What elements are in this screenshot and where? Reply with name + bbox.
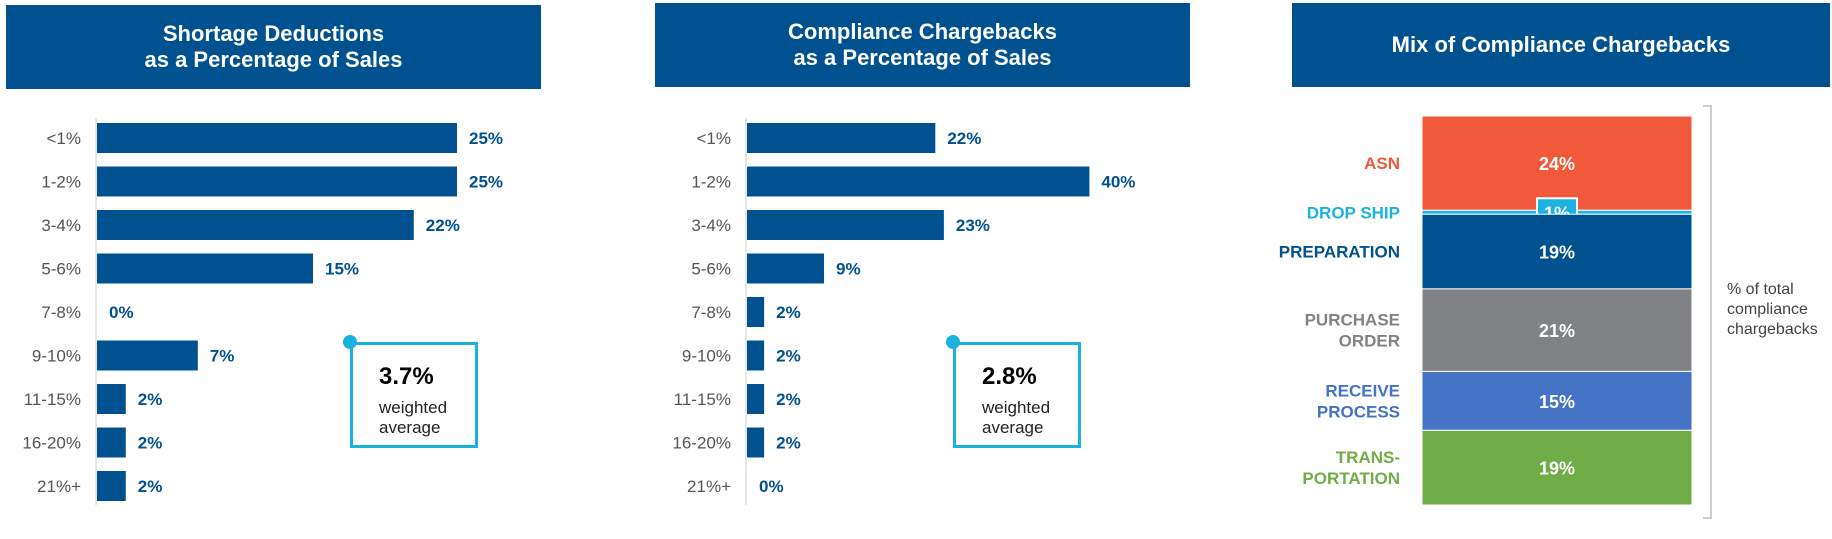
shortage-category-label: 16-20% bbox=[22, 434, 81, 453]
compliance-value-label: 2% bbox=[776, 390, 801, 409]
callout-line-1: weighted bbox=[379, 398, 448, 417]
shortage-category-label: 9-10% bbox=[32, 347, 81, 366]
mix-category-label: ASN bbox=[1364, 154, 1400, 173]
compliance-title-line-2: as a Percentage of Sales bbox=[793, 45, 1052, 70]
shortage-category-label: 21%+ bbox=[37, 477, 81, 496]
mix-category-label: TRANS- bbox=[1336, 448, 1400, 467]
shortage-value-label: 2% bbox=[138, 390, 163, 409]
mix-chart-title: Mix of Compliance Chargebacks bbox=[1292, 3, 1830, 87]
shortage-bar bbox=[97, 253, 313, 284]
callout-line-1: weighted bbox=[982, 398, 1051, 417]
shortage-value-label: 22% bbox=[426, 216, 460, 235]
mix-value-label: 19% bbox=[1539, 459, 1575, 479]
shortage-weighted-average-value: 3.7% bbox=[379, 363, 434, 390]
compliance-value-label: 0% bbox=[759, 477, 784, 496]
shortage-value-label: 25% bbox=[469, 173, 503, 192]
shortage-category-label: 5-6% bbox=[41, 260, 81, 279]
mix-segment bbox=[1421, 288, 1693, 372]
compliance-bar bbox=[747, 166, 1090, 197]
mix-segment bbox=[1421, 213, 1693, 290]
mix-value-label: 24% bbox=[1539, 154, 1575, 174]
compliance-category-label: 21%+ bbox=[687, 477, 731, 496]
shortage-bar bbox=[97, 123, 457, 153]
compliance-category-label: 9-10% bbox=[682, 347, 731, 366]
note-line-1: % of total bbox=[1727, 281, 1794, 298]
shortage-deductions-chart: <1% 25% 1-2% 25% 3-4% 22% 5-6% 15% 7-8% 0% 9-10% 7%… bbox=[22, 118, 503, 505]
mix-category-label: ORDER bbox=[1339, 332, 1400, 351]
mix-segment bbox=[1421, 115, 1693, 211]
shortage-value-label: 25% bbox=[469, 129, 503, 148]
mix-value-label: 21% bbox=[1539, 321, 1575, 341]
callout-line-2: average bbox=[982, 418, 1044, 438]
shortage-bar bbox=[97, 427, 126, 458]
compliance-bar bbox=[747, 340, 765, 371]
compliance-bar bbox=[747, 253, 825, 284]
mix-bracket bbox=[1703, 105, 1712, 519]
shortage-bar bbox=[97, 166, 457, 197]
mix-value-label: 15% bbox=[1539, 392, 1575, 412]
compliance-category-label: 3-4% bbox=[691, 216, 731, 235]
shortage-category-label: 11-15% bbox=[24, 390, 81, 409]
compliance-chart-title: Compliance Chargebacks as a Percentage o… bbox=[655, 3, 1190, 87]
shortage-value-label: 2% bbox=[138, 434, 163, 453]
mix-category-label: DROP SHIP bbox=[1307, 203, 1400, 222]
compliance-weighted-average-callout: 2.8% weighted average bbox=[946, 335, 1081, 448]
compliance-value-label: 9% bbox=[836, 260, 861, 279]
compliance-value-label: 2% bbox=[776, 347, 801, 366]
compliance-value-label: 2% bbox=[776, 434, 801, 453]
compliance-weighted-average-value: 2.8% bbox=[982, 363, 1037, 390]
compliance-category-label: 16-20% bbox=[672, 434, 731, 453]
mix-axis-note: % of total compliance chargebacks bbox=[1727, 280, 1832, 340]
shortage-category-label: 7-8% bbox=[41, 303, 81, 322]
shortage-value-label: 7% bbox=[210, 347, 235, 366]
compliance-bar bbox=[747, 297, 765, 327]
note-line-2: compliance bbox=[1727, 301, 1808, 318]
shortage-weighted-average-callout: 3.7% weighted average bbox=[343, 335, 478, 448]
shortage-bar bbox=[97, 340, 198, 371]
mix-segment bbox=[1421, 429, 1693, 506]
mix-category-label: PORTATION bbox=[1302, 469, 1400, 488]
note-line-3: chargebacks bbox=[1727, 321, 1818, 338]
mix-title-text: Mix of Compliance Chargebacks bbox=[1391, 31, 1731, 57]
compliance-category-label: 11-15% bbox=[674, 390, 731, 409]
callout-dot-icon bbox=[946, 335, 960, 349]
compliance-bar bbox=[747, 427, 765, 458]
mix-category-label: RECEIVE bbox=[1325, 381, 1400, 400]
compliance-category-label: 1-2% bbox=[691, 173, 731, 192]
shortage-title-line-2: as a Percentage of Sales bbox=[144, 47, 403, 72]
shortage-weighted-average-label: weighted average bbox=[379, 398, 469, 439]
shortage-bar bbox=[97, 210, 414, 240]
shortage-value-label: 2% bbox=[138, 477, 163, 496]
compliance-value-label: 23% bbox=[956, 216, 990, 235]
shortage-category-label: <1% bbox=[47, 129, 82, 148]
shortage-category-label: 3-4% bbox=[41, 216, 81, 235]
mix-category-label: PREPARATION bbox=[1279, 243, 1400, 262]
compliance-weighted-average-label: weighted average bbox=[982, 398, 1072, 439]
callout-line-2: average bbox=[379, 418, 441, 438]
shortage-bar bbox=[97, 471, 126, 501]
compliance-bar bbox=[747, 123, 936, 153]
mix-segment bbox=[1421, 370, 1693, 431]
mix-category-label: PROCESS bbox=[1317, 402, 1400, 421]
shortage-title-line-1: Shortage Deductions bbox=[162, 20, 385, 46]
compliance-value-label: 40% bbox=[1101, 173, 1135, 192]
shortage-category-label: 1-2% bbox=[41, 173, 81, 192]
callout-dot-icon bbox=[343, 335, 357, 349]
compliance-category-label: <1% bbox=[697, 129, 732, 148]
mix-category-label: PURCHASE bbox=[1305, 311, 1400, 330]
shortage-chart-title: Shortage Deductions as a Percentage of S… bbox=[6, 5, 541, 89]
shortage-bar bbox=[97, 384, 126, 414]
compliance-title-line-1: Compliance Chargebacks bbox=[788, 18, 1057, 44]
compliance-bar bbox=[747, 384, 765, 414]
compliance-bar bbox=[747, 210, 944, 240]
compliance-category-label: 7-8% bbox=[691, 303, 731, 322]
shortage-value-label: 0% bbox=[109, 303, 134, 322]
compliance-category-label: 5-6% bbox=[691, 260, 731, 279]
compliance-value-label: 2% bbox=[776, 303, 801, 322]
shortage-value-label: 15% bbox=[325, 260, 359, 279]
mix-value-label: 19% bbox=[1539, 243, 1575, 263]
compliance-chargebacks-chart: <1% 22% 1-2% 40% 3-4% 23% 5-6% 9% 7-8% 2% 9-10% 2% 1… bbox=[672, 118, 1135, 505]
compliance-value-label: 22% bbox=[947, 129, 981, 148]
